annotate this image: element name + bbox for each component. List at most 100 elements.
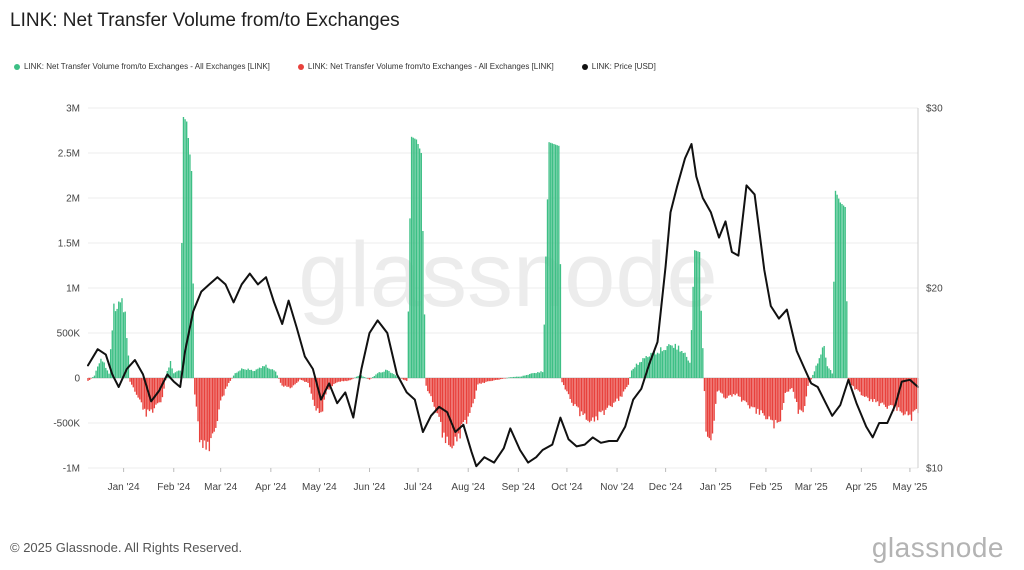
outflow-bar: [370, 378, 372, 379]
inflow-bar: [639, 362, 641, 378]
outflow-bar: [912, 378, 914, 412]
outflow-bar: [786, 378, 788, 392]
outflow-bar: [443, 378, 445, 433]
outflow-bar: [294, 378, 296, 385]
inflow-bar: [834, 190, 837, 378]
inflow-bar: [414, 138, 416, 378]
inflow-bar: [548, 142, 550, 378]
inflow-bar: [168, 367, 170, 378]
inflow-bar: [417, 144, 419, 378]
inflow-bar: [244, 369, 246, 378]
inflow-bar: [674, 343, 676, 378]
legend-item-price[interactable]: LINK: Price [USD]: [581, 62, 656, 71]
inflow-bar: [653, 350, 655, 378]
inflow-bar: [399, 378, 401, 379]
outflow-bar: [600, 378, 602, 413]
inflow-bar: [263, 366, 266, 378]
outflow-bar: [850, 378, 853, 386]
outflow-bar: [331, 378, 333, 387]
copyright-footer: © 2025 Glassnode. All Rights Reserved.: [10, 540, 243, 555]
x-tick-label: Mar '24: [204, 482, 237, 493]
inflow-bar: [671, 345, 673, 378]
inflow-bar: [846, 301, 848, 378]
outflow-bar: [859, 378, 861, 392]
outflow-bar: [474, 378, 476, 399]
outflow-bar: [461, 378, 463, 425]
inflow-bar: [391, 373, 393, 378]
outflow-bar: [778, 378, 780, 423]
outflow-bar: [483, 378, 486, 384]
outflow-bar: [855, 378, 858, 390]
outflow-bar: [873, 378, 875, 400]
inflow-bar: [511, 377, 513, 378]
inflow-bar: [253, 370, 256, 378]
outflow-bar: [774, 378, 777, 420]
outflow-bar: [705, 378, 707, 432]
inflow-bar: [537, 372, 539, 378]
inflow-bar: [388, 370, 390, 378]
outflow-bar: [571, 378, 573, 403]
inflow-bar: [530, 373, 532, 378]
inflow-bar: [372, 377, 374, 378]
inflow-bar: [383, 371, 385, 378]
inflow-bar: [171, 368, 173, 378]
outflow-bar: [210, 378, 212, 439]
outflow-bar: [367, 378, 369, 379]
outflow-bar: [155, 378, 157, 405]
outflow-bar: [872, 378, 874, 402]
inflow-bar: [190, 171, 193, 378]
outflow-bar: [795, 378, 798, 402]
net-transfer-bars: [87, 117, 919, 452]
outflow-bar: [368, 378, 371, 380]
outflow-bar: [486, 378, 489, 382]
legend-label-inflow: LINK: Net Transfer Volume from/to Exchan…: [24, 62, 270, 71]
inflow-bar: [355, 376, 358, 378]
inflow-bar: [381, 372, 384, 378]
outflow-bar: [609, 378, 612, 407]
outflow-dot-icon: [297, 63, 304, 70]
outflow-bar: [278, 378, 280, 379]
outflow-bar: [740, 378, 743, 402]
outflow-bar: [330, 378, 332, 388]
legend-item-outflow[interactable]: LINK: Net Transfer Volume from/to Exchan…: [297, 62, 554, 71]
outflow-bar: [626, 378, 628, 388]
outflow-bar: [156, 378, 159, 404]
outflow-bar: [905, 378, 908, 412]
outflow-bar: [914, 378, 916, 411]
inflow-bar: [423, 314, 426, 378]
outflow-bar: [339, 378, 342, 382]
inflow-bar: [232, 375, 235, 378]
outflow-bar: [281, 378, 283, 386]
outflow-bar: [622, 378, 625, 392]
outflow-bar: [436, 378, 439, 414]
inflow-bar: [634, 367, 636, 378]
inflow-bar: [122, 312, 125, 378]
outflow-bar: [313, 378, 316, 406]
inflow-bar: [532, 373, 534, 378]
inflow-bar: [690, 330, 693, 378]
outflow-bar: [703, 378, 706, 392]
y-left-tick-label: 3M: [66, 104, 80, 115]
outflow-bar: [488, 378, 490, 382]
inflow-bar: [105, 367, 107, 378]
inflow-bar: [365, 378, 367, 379]
inflow-bar: [527, 374, 529, 378]
outflow-bar: [304, 378, 306, 382]
outflow-bar: [592, 378, 594, 418]
inflow-bar: [181, 243, 183, 378]
outflow-bar: [863, 378, 866, 397]
inflow-bar: [516, 376, 518, 378]
inflow-bar: [111, 330, 113, 378]
outflow-bar: [475, 378, 477, 391]
outflow-bar: [611, 378, 613, 408]
legend-item-inflow[interactable]: LINK: Net Transfer Volume from/to Exchan…: [14, 62, 270, 71]
outflow-bar: [616, 378, 618, 399]
outflow-bar: [718, 378, 720, 391]
outflow-bar: [493, 378, 495, 381]
inflow-bar: [679, 351, 681, 378]
y-left-tick-label: -500K: [53, 419, 80, 430]
y-left-tick-label: 2M: [66, 194, 80, 205]
outflow-bar: [909, 378, 911, 415]
inflow-bar: [386, 370, 388, 378]
x-tick-label: Aug '24: [451, 482, 485, 493]
